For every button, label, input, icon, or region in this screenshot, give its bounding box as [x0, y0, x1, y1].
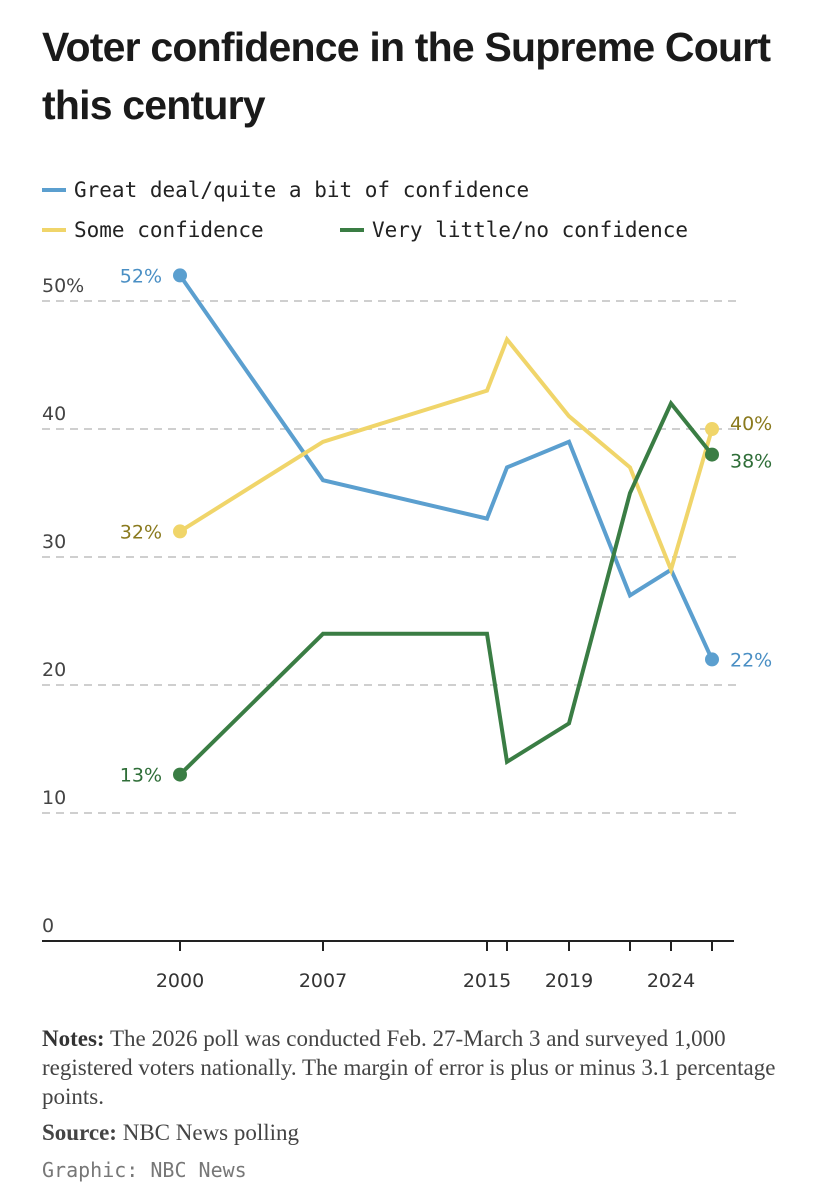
legend-item-very-little: Very little/no confidence [340, 218, 688, 242]
legend-swatch-blue [42, 188, 66, 192]
y-tick-label-50: 50% [42, 275, 84, 297]
series-line-0 [178, 274, 714, 661]
y-tick-label-40: 40 [42, 403, 66, 425]
y-tick-label-20: 20 [42, 659, 66, 681]
notes: Notes: The 2026 poll was conducted Feb. … [42, 1024, 782, 1111]
series-end-label-0: 22% [730, 649, 772, 671]
legend-label-very-little: Very little/no confidence [372, 218, 689, 242]
legend-swatch-green [340, 228, 364, 232]
series-line-2 [178, 399, 714, 777]
source: Source: NBC News polling [42, 1120, 299, 1146]
series-start-dot-1 [173, 524, 187, 539]
legend-swatch-yellow [42, 228, 66, 232]
y-tick-label-0: 0 [42, 915, 54, 937]
series-start-label-2: 13% [120, 765, 162, 787]
x-tick-label-2015: 2015 [463, 970, 511, 992]
y-tick-label-30: 30 [42, 531, 66, 553]
legend-item-great-deal: Great deal/quite a bit of confidence [42, 178, 529, 202]
series-end-label-1: 40% [730, 413, 772, 435]
series-end-dot-0 [705, 652, 719, 667]
x-tick-label-2024: 2024 [647, 970, 695, 992]
x-tick-label-2007: 2007 [299, 970, 347, 992]
x-tick-label-2019: 2019 [545, 970, 593, 992]
chart-title: Voter confidence in the Supreme Court th… [42, 24, 771, 128]
series-start-label-1: 32% [120, 521, 162, 543]
series-end-dot-2 [705, 447, 719, 462]
legend-label-great-deal: Great deal/quite a bit of confidence [74, 178, 530, 202]
x-tick-label-2000: 2000 [156, 970, 204, 992]
y-tick-label-10: 10 [42, 787, 66, 809]
series-end-label-2: 38% [730, 451, 772, 473]
source-text: NBC News polling [122, 1120, 300, 1145]
series-start-label-0: 52% [120, 265, 162, 287]
line-chart: 0 10 20 30 40 50% 2000 2007 2015 2019 2024 52% 22% 32… [42, 265, 772, 992]
series-end-dot-1 [705, 422, 719, 436]
legend-label-some: Some confidence [74, 218, 264, 242]
graphic-credit: Graphic: NBC News [42, 1158, 247, 1182]
series-start-dot-2 [173, 767, 187, 782]
series-line-1 [178, 335, 714, 576]
legend-item-some: Some confidence [42, 218, 264, 242]
source-label: Source: [42, 1120, 117, 1145]
notes-label: Notes: [42, 1026, 105, 1051]
series-start-dot-0 [173, 268, 187, 283]
notes-text: The 2026 poll was conducted Feb. 27-Marc… [42, 1026, 776, 1109]
